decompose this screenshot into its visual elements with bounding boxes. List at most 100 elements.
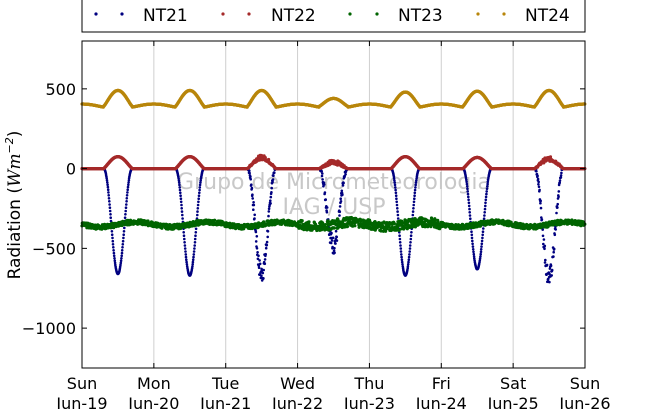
point-nt21 [196,210,199,213]
point-nt21 [553,233,557,237]
point-nt21 [119,259,123,263]
point-nt21 [263,258,267,261]
point-nt21 [127,183,130,186]
point-nt21 [479,255,482,258]
point-nt21 [125,200,128,203]
point-nt21 [479,248,483,251]
point-nt21 [536,174,539,178]
point-nt21 [323,183,326,186]
point-nt21 [112,251,116,255]
point-nt21 [535,170,538,173]
point-nt21 [258,259,261,262]
point-nt21 [485,192,488,196]
point-nt21 [559,176,563,179]
point-nt21 [400,258,404,262]
point-nt21 [538,188,541,192]
series-nt24 [80,88,587,109]
point-nt21 [196,213,199,217]
point-nt21 [267,207,271,210]
point-nt21 [540,218,544,221]
point-nt21 [480,242,484,246]
point-nt21 [120,249,124,252]
point-nt21 [264,246,268,250]
point-nt21 [252,201,255,204]
point-nt21 [470,236,474,240]
point-nt21 [395,200,399,204]
point-nt21 [395,197,398,200]
point-nt21 [192,255,195,259]
point-nt21 [400,260,404,264]
grid-layer [153,41,514,368]
point-nt21 [272,174,275,177]
point-nt21 [126,185,130,189]
point-nt21 [177,181,181,184]
point-nt21 [257,266,261,270]
point-nt21 [320,174,324,178]
point-nt21 [486,182,489,186]
point-nt21 [413,188,417,192]
point-nt21 [125,197,129,200]
point-nt21 [198,191,201,195]
point-nt21 [398,237,402,241]
point-nt21 [408,253,411,256]
point-nt21 [339,200,343,203]
point-nt21 [110,230,114,233]
point-nt21 [184,255,188,259]
point-nt21 [193,241,197,244]
point-nt21 [261,271,265,275]
point-nt21 [411,210,415,213]
point-nt21 [485,187,489,191]
point-nt21 [253,217,256,220]
point-nt21 [409,241,412,244]
point-nt21 [333,246,336,250]
point-nt21 [552,247,556,251]
point-nt21 [108,200,111,203]
series-nt22 [80,153,587,171]
point-nt21 [332,249,336,253]
point-nt21 [126,188,129,191]
point-nt21 [179,194,182,197]
point-nt21 [249,177,252,181]
point-nt21 [257,264,261,267]
point-nt21 [182,234,186,237]
point-nt21 [107,194,110,197]
point-nt21 [541,234,545,238]
legend-marker-nt21-b [120,12,124,16]
point-nt21 [338,214,341,217]
y-axis-title-close: ) [5,131,25,138]
point-nt21 [468,211,472,214]
point-nt21 [270,191,273,194]
point-nt21 [107,197,111,200]
point-nt21 [179,200,183,204]
point-nt21 [181,217,184,220]
point-nt21 [251,197,254,200]
point-nt21 [253,213,256,217]
point-nt21 [338,210,342,214]
point-nt21 [395,203,399,207]
point-nt21 [122,236,125,240]
point-nt21 [198,183,202,187]
y-axis-title-exp: −2 [3,137,16,153]
point-nt21 [413,197,416,200]
point-nt21 [324,198,328,201]
point-nt21 [412,207,415,210]
point-nt21 [409,234,413,237]
point-nt21 [555,211,558,215]
point-nt21 [537,183,540,186]
point-nt21 [407,258,411,262]
point-nt21 [537,185,541,189]
point-nt21 [537,180,540,184]
point-nt23 [213,218,217,222]
point-nt21 [199,179,202,182]
point-nt21 [400,255,403,259]
point-nt21 [109,213,112,216]
point-nt21 [413,194,416,197]
point-nt21 [539,201,542,205]
legend-label-nt24: NT24 [525,6,570,26]
point-nt21 [191,258,195,262]
point-nt21 [484,195,488,199]
point-nt21 [559,174,563,177]
point-nt21 [468,207,471,211]
point-nt21 [179,197,183,200]
